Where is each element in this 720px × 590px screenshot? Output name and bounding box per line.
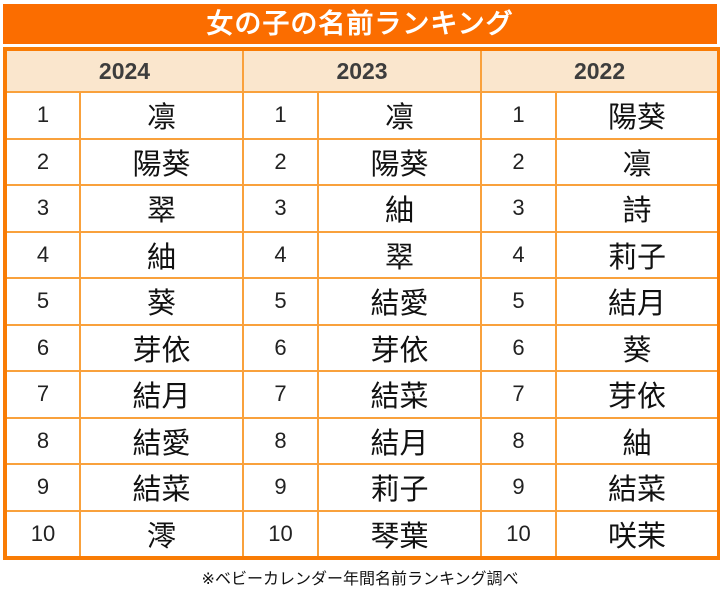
name-cell-2024-3: 翠 bbox=[78, 184, 245, 233]
table-row: 7 結月 7 結菜 7 芽依 bbox=[4, 370, 720, 419]
rank-cell-2022-4: 4 bbox=[480, 230, 558, 279]
page-title: 女の子の名前ランキング bbox=[3, 4, 717, 44]
table-row: 2 陽葵 2 陽葵 2 凛 bbox=[4, 137, 720, 186]
table-row: 10 澪 10 琴葉 10 咲茉 bbox=[4, 509, 720, 559]
name-cell-2024-2: 陽葵 bbox=[78, 137, 245, 186]
table-row: 5 葵 5 結愛 5 結月 bbox=[4, 277, 720, 326]
name-cell-2023-4: 翠 bbox=[317, 230, 483, 279]
rank-cell-2022-10: 10 bbox=[480, 509, 558, 559]
rank-cell-2023-9: 9 bbox=[242, 463, 320, 512]
name-cell-2023-8: 結月 bbox=[317, 416, 483, 465]
rank-cell-2023-8: 8 bbox=[242, 416, 320, 465]
rank-cell-2024-9: 9 bbox=[4, 463, 81, 512]
rank-cell-2024-8: 8 bbox=[4, 416, 81, 465]
name-cell-2024-7: 結月 bbox=[78, 370, 245, 419]
name-cell-2023-9: 莉子 bbox=[317, 463, 483, 512]
ranking-table-body: 1 凛 1 凛 1 陽葵 2 陽葵 2 陽葵 2 凛 3 翠 3 紬 3 詩 4 紬 4 翠 4 莉子 5 葵 5 結愛 5 結月 6 芽依 6… bbox=[4, 91, 720, 559]
rank-cell-2024-4: 4 bbox=[4, 230, 81, 279]
rank-cell-2022-8: 8 bbox=[480, 416, 558, 465]
name-cell-2022-7: 芽依 bbox=[555, 370, 720, 419]
name-cell-2022-1: 陽葵 bbox=[555, 91, 720, 140]
rank-cell-2023-10: 10 bbox=[242, 509, 320, 559]
name-cell-2024-6: 芽依 bbox=[78, 323, 245, 372]
name-cell-2023-5: 結愛 bbox=[317, 277, 483, 326]
rank-cell-2024-7: 7 bbox=[4, 370, 81, 419]
name-cell-2024-5: 葵 bbox=[78, 277, 245, 326]
rank-cell-2024-5: 5 bbox=[4, 277, 81, 326]
rank-cell-2024-10: 10 bbox=[4, 509, 81, 559]
name-cell-2024-1: 凛 bbox=[78, 91, 245, 140]
name-cell-2023-3: 紬 bbox=[317, 184, 483, 233]
rank-cell-2023-7: 7 bbox=[242, 370, 320, 419]
source-note: ※ベビーカレンダー年間名前ランキング調べ bbox=[201, 571, 519, 588]
table-row: 8 結愛 8 結月 8 紬 bbox=[4, 416, 720, 465]
name-cell-2022-10: 咲茉 bbox=[555, 509, 720, 559]
name-cell-2023-1: 凛 bbox=[317, 91, 483, 140]
rank-cell-2022-3: 3 bbox=[480, 184, 558, 233]
year-header-2022: 2022 bbox=[480, 48, 720, 93]
name-cell-2023-6: 芽依 bbox=[317, 323, 483, 372]
name-cell-2022-5: 結月 bbox=[555, 277, 720, 326]
rank-cell-2023-4: 4 bbox=[242, 230, 320, 279]
rank-cell-2023-5: 5 bbox=[242, 277, 320, 326]
table-row: 4 紬 4 翠 4 莉子 bbox=[4, 230, 720, 279]
rank-cell-2022-7: 7 bbox=[480, 370, 558, 419]
rank-cell-2024-3: 3 bbox=[4, 184, 81, 233]
table-row: 9 結菜 9 莉子 9 結菜 bbox=[4, 463, 720, 512]
rank-cell-2024-2: 2 bbox=[4, 137, 81, 186]
rank-cell-2024-1: 1 bbox=[4, 91, 81, 140]
name-cell-2022-4: 莉子 bbox=[555, 230, 720, 279]
rank-cell-2023-6: 6 bbox=[242, 323, 320, 372]
rank-cell-2022-1: 1 bbox=[480, 91, 558, 140]
rank-cell-2022-5: 5 bbox=[480, 277, 558, 326]
rank-cell-2022-9: 9 bbox=[480, 463, 558, 512]
name-cell-2022-3: 詩 bbox=[555, 184, 720, 233]
table-row: 1 凛 1 凛 1 陽葵 bbox=[4, 91, 720, 140]
rank-cell-2023-1: 1 bbox=[242, 91, 320, 140]
rank-cell-2024-6: 6 bbox=[4, 323, 81, 372]
table-row: 6 芽依 6 芽依 6 葵 bbox=[4, 323, 720, 372]
rank-cell-2022-6: 6 bbox=[480, 323, 558, 372]
year-header-2023: 2023 bbox=[242, 48, 483, 93]
name-cell-2023-7: 結菜 bbox=[317, 370, 483, 419]
rank-cell-2023-3: 3 bbox=[242, 184, 320, 233]
ranking-table: 2024 2023 2022 1 凛 1 凛 1 陽葵 2 陽葵 2 陽葵 2 凛 3 翠 3 紬 3 詩 4 紬 4 翠… bbox=[3, 47, 720, 560]
name-cell-2023-10: 琴葉 bbox=[317, 509, 483, 559]
name-cell-2022-2: 凛 bbox=[555, 137, 720, 186]
name-cell-2024-9: 結菜 bbox=[78, 463, 245, 512]
rank-cell-2023-2: 2 bbox=[242, 137, 320, 186]
name-cell-2023-2: 陽葵 bbox=[317, 137, 483, 186]
name-cell-2024-4: 紬 bbox=[78, 230, 245, 279]
name-cell-2024-10: 澪 bbox=[78, 509, 245, 559]
name-cell-2022-6: 葵 bbox=[555, 323, 720, 372]
year-header-row: 2024 2023 2022 bbox=[3, 48, 720, 93]
rank-cell-2022-2: 2 bbox=[480, 137, 558, 186]
name-cell-2022-8: 紬 bbox=[555, 416, 720, 465]
year-header-2024: 2024 bbox=[3, 48, 245, 93]
name-cell-2024-8: 結愛 bbox=[78, 416, 245, 465]
name-cell-2022-9: 結菜 bbox=[555, 463, 720, 512]
